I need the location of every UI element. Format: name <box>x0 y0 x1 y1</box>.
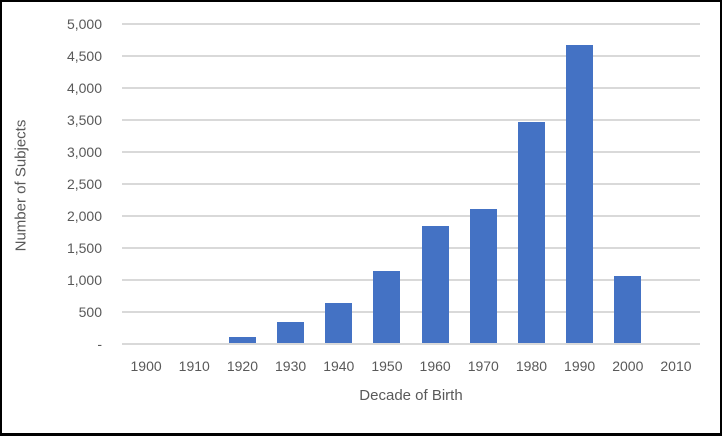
x-tick-label-1930: 1930 <box>275 358 307 374</box>
bar-slot-1980 <box>507 23 555 343</box>
gridline <box>122 183 700 185</box>
gridline <box>122 55 700 57</box>
bar-slot-1950 <box>363 23 411 343</box>
y-tick-label: 3,500 <box>66 112 102 128</box>
x-tick-label-2000: 2000 <box>612 358 644 374</box>
x-tick-label-1990: 1990 <box>564 358 596 374</box>
bar-2000 <box>614 276 642 343</box>
x-tick-label-1900: 1900 <box>130 358 162 374</box>
y-tick-label: 500 <box>78 304 102 320</box>
bar-slot-1930 <box>267 23 315 343</box>
x-tick-label-1970: 1970 <box>467 358 499 374</box>
bar-1940 <box>325 303 353 343</box>
bar-slot-1910 <box>170 23 218 343</box>
gridline <box>122 247 700 249</box>
bar-1980 <box>517 122 545 343</box>
bar-slot-2010 <box>652 23 700 343</box>
bar-slot-1960 <box>411 23 459 343</box>
x-axis-title: Decade of Birth <box>359 387 463 404</box>
bar-slot-1970 <box>459 23 507 343</box>
y-tick-label: - <box>97 336 102 352</box>
y-tick-label: 1,500 <box>66 240 102 256</box>
y-tick-label: 5,000 <box>66 16 102 32</box>
bar-1970 <box>469 209 497 343</box>
plot-area <box>122 23 700 345</box>
y-tick-label: 3,000 <box>66 144 102 160</box>
x-tick-label-1920: 1920 <box>226 358 258 374</box>
y-tick-label: 1,000 <box>66 272 102 288</box>
y-tick-label: 2,000 <box>66 208 102 224</box>
bar-slot-1900 <box>122 23 170 343</box>
bar-slot-1920 <box>218 23 266 343</box>
gridline <box>122 87 700 89</box>
x-tick-label-1910: 1910 <box>178 358 210 374</box>
y-tick-label: 4,500 <box>66 48 102 64</box>
bar-1960 <box>421 225 449 343</box>
bar-1990 <box>566 45 594 343</box>
bar-1920 <box>228 336 256 343</box>
x-tick-label-2010: 2010 <box>660 358 692 374</box>
y-tick-label: 4,000 <box>66 80 102 96</box>
gridline <box>122 119 700 121</box>
x-tick-label-1960: 1960 <box>419 358 451 374</box>
bars-layer <box>122 23 700 343</box>
gridline <box>122 215 700 217</box>
x-axis-tick-labels: 1900 1910 1920 1930 1940 1950 1960 1970 1980 1990… <box>122 358 700 374</box>
gridline <box>122 311 700 313</box>
bar-1930 <box>277 321 305 343</box>
bar-slot-1990 <box>556 23 604 343</box>
bar-slot-2000 <box>604 23 652 343</box>
bar-1950 <box>373 271 401 343</box>
x-tick-label-1980: 1980 <box>515 358 548 374</box>
gridline <box>122 343 700 345</box>
y-tick-label: 2,500 <box>66 176 102 192</box>
gridline <box>122 279 700 281</box>
x-tick-label-1950: 1950 <box>371 358 403 374</box>
gridline <box>122 151 700 153</box>
x-tick-label-1940: 1940 <box>323 358 355 374</box>
gridline <box>122 23 700 25</box>
bar-slot-1940 <box>315 23 363 343</box>
